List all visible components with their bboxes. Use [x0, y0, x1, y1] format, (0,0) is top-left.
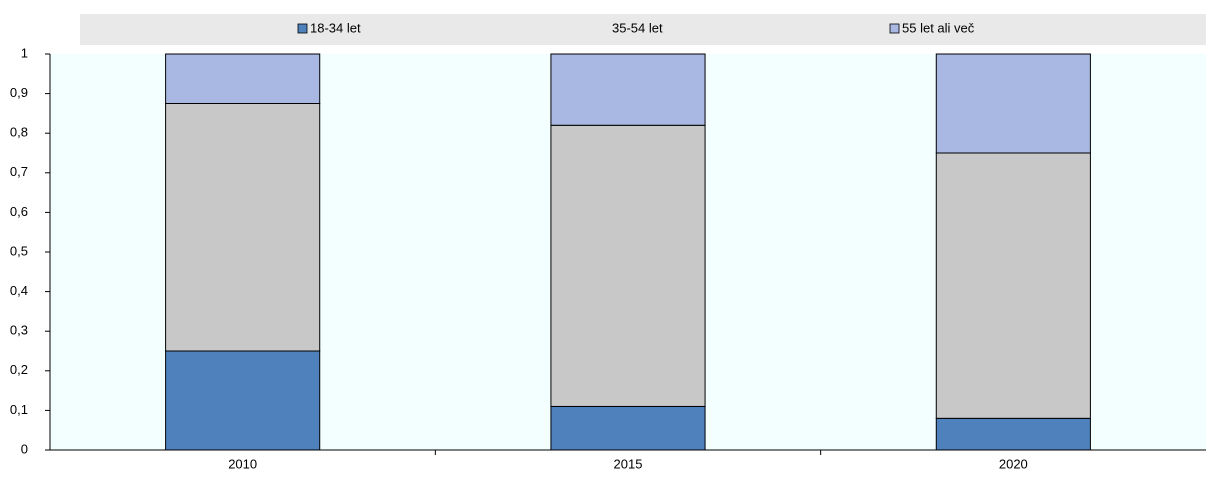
- legend-swatch: [889, 23, 900, 34]
- y-tick-label: 0,1: [10, 402, 28, 417]
- y-tick-label: 0: [21, 441, 28, 456]
- legend-swatch: [297, 23, 308, 34]
- y-tick-label: 1: [21, 45, 28, 60]
- bar-segment: [165, 103, 321, 352]
- bar-segment: [165, 53, 321, 104]
- bar-segment: [550, 53, 706, 126]
- y-tick-label: 0,6: [10, 204, 28, 219]
- bar-segment: [550, 124, 706, 407]
- y-tick-label: 0,8: [10, 125, 28, 140]
- bar-segment: [935, 152, 1091, 419]
- legend-band: [80, 14, 1206, 45]
- bar-segment: [935, 417, 1091, 451]
- legend-label: 55 let ali več: [902, 20, 975, 35]
- x-tick-label: 2020: [999, 456, 1028, 471]
- bar-segment: [550, 405, 706, 451]
- y-tick-label: 0,2: [10, 362, 28, 377]
- bar-segment: [935, 53, 1091, 154]
- y-tick-label: 0,7: [10, 164, 28, 179]
- y-tick-label: 0,5: [10, 243, 28, 258]
- x-tick-label: 2015: [614, 456, 643, 471]
- legend-label: 35-54 let: [612, 20, 663, 35]
- y-tick-label: 0,9: [10, 85, 28, 100]
- y-tick-label: 0,3: [10, 323, 28, 338]
- y-tick-label: 0,4: [10, 283, 28, 298]
- x-tick-label: 2010: [228, 456, 257, 471]
- legend-label: 18-34 let: [310, 20, 361, 35]
- bar-segment: [165, 350, 321, 451]
